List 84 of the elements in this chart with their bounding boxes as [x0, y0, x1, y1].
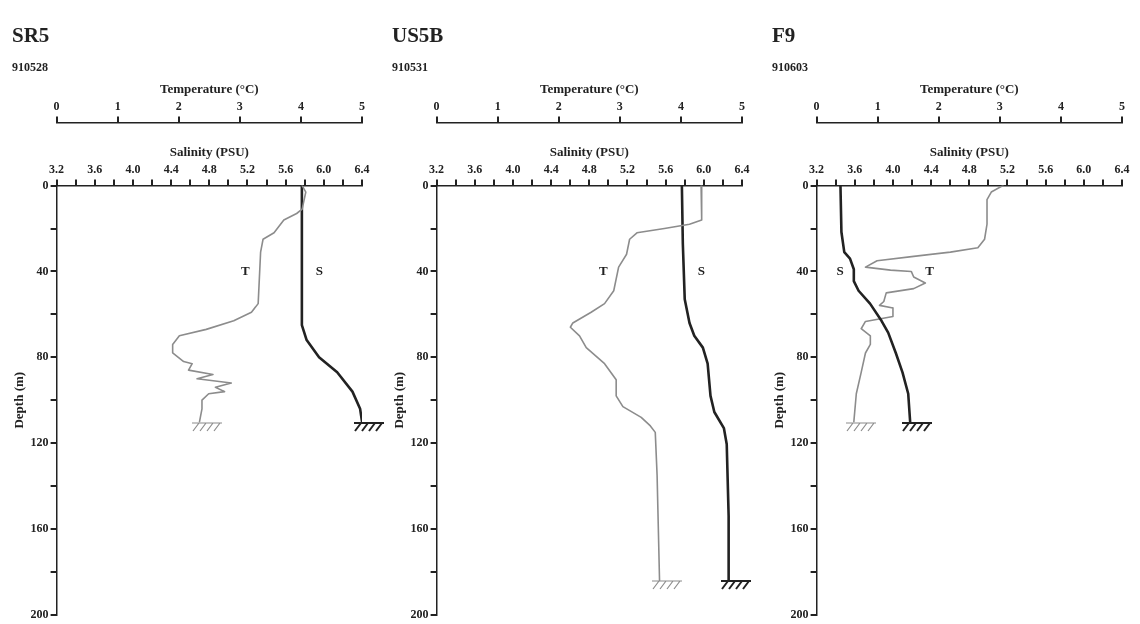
y-tick-label: 40 [416, 263, 429, 278]
x2-tick-label: 5 [739, 99, 745, 114]
x-tick-label: 4.4 [543, 162, 559, 177]
x2-tick-label: 2 [935, 99, 942, 114]
y-tick-label: 160 [790, 521, 809, 536]
y-tick-label: 80 [36, 349, 49, 364]
y-tick-label: 120 [410, 435, 429, 450]
x-tick-label: 4.8 [201, 162, 217, 177]
x2-tick-label: 1 [494, 99, 501, 114]
chart-subtitle: 910603 [772, 60, 808, 75]
x2-tick-label: 3 [616, 99, 623, 114]
x2-axis-title: Temperature (°C) [539, 80, 639, 96]
x2-tick-label: 0 [53, 99, 60, 114]
x-tick-label: 4.0 [885, 162, 901, 177]
y-axis-title: Depth (m) [771, 371, 787, 429]
x-tick-label: 5.2 [999, 162, 1015, 177]
chart-subtitle: 910528 [12, 60, 48, 75]
chart-title: F9 [772, 23, 796, 48]
x-tick-label: 4.0 [505, 162, 521, 177]
x-tick-label: 6.0 [696, 162, 712, 177]
series-label: S [697, 262, 706, 278]
x2-tick-label: 3 [996, 99, 1003, 114]
x-tick-label: 6.4 [734, 162, 750, 177]
x2-tick-label: 1 [874, 99, 881, 114]
x-axis-title: Salinity (PSU) [929, 143, 1009, 159]
x-tick-label: 3.2 [429, 162, 445, 177]
y-tick-label: 80 [796, 349, 809, 364]
x-tick-label: 3.6 [467, 162, 483, 177]
chart-title: SR5 [12, 23, 50, 48]
series-label: S [836, 262, 844, 278]
x-tick-label: 6.0 [316, 162, 332, 177]
x2-tick-label: 4 [297, 99, 304, 114]
x2-tick-label: 0 [433, 99, 440, 114]
y-tick-label: 40 [796, 263, 809, 278]
y-tick-label: 0 [42, 177, 49, 192]
y-tick-label: 160 [410, 521, 429, 536]
x2-tick-label: 2 [555, 99, 562, 114]
x-tick-label: 4.4 [923, 162, 939, 177]
chart-title: US5B [392, 23, 444, 48]
x-tick-label: 5.2 [619, 162, 635, 177]
y-tick-label: 0 [422, 177, 429, 192]
x-tick-label: 5.6 [278, 162, 294, 177]
x-tick-label: 5.2 [239, 162, 255, 177]
x-axis-title: Salinity (PSU) [169, 143, 249, 159]
x2-tick-label: 3 [236, 99, 243, 114]
x-tick-label: 4.8 [961, 162, 977, 177]
x-tick-label: 3.6 [87, 162, 103, 177]
x2-tick-label: 1 [114, 99, 121, 114]
x2-tick-label: 0 [813, 99, 820, 114]
y-tick-label: 120 [790, 435, 809, 450]
x2-tick-label: 2 [175, 99, 182, 114]
y-tick-label: 200 [30, 606, 49, 621]
x-tick-label: 4.0 [125, 162, 141, 177]
x-tick-label: 6.4 [354, 162, 370, 177]
x2-tick-label: 5 [359, 99, 365, 114]
y-tick-label: 200 [410, 606, 429, 621]
x2-tick-label: 4 [677, 99, 684, 114]
series-label: T [599, 262, 609, 278]
y-tick-label: 80 [416, 349, 429, 364]
series-label: T [925, 262, 935, 278]
x2-axis-title: Temperature (°C) [919, 80, 1019, 96]
x2-tick-label: 4 [1057, 99, 1064, 114]
chart-subtitle: 910531 [392, 60, 428, 75]
x-tick-label: 6.4 [1114, 162, 1130, 177]
y-tick-label: 160 [30, 521, 49, 536]
x-axis-title: Salinity (PSU) [549, 143, 629, 159]
x-tick-label: 5.6 [658, 162, 674, 177]
series-label: S [315, 262, 324, 278]
y-tick-label: 40 [36, 263, 49, 278]
x-tick-label: 3.6 [847, 162, 863, 177]
x-tick-label: 4.4 [163, 162, 179, 177]
x-tick-label: 3.2 [49, 162, 65, 177]
y-tick-label: 0 [802, 177, 809, 192]
x2-axis-title: Temperature (°C) [159, 80, 259, 96]
y-axis-title: Depth (m) [391, 371, 407, 429]
y-tick-label: 200 [790, 606, 809, 621]
x-tick-label: 3.2 [809, 162, 825, 177]
y-tick-label: 120 [30, 435, 49, 450]
series-label: T [241, 262, 251, 278]
x-tick-label: 6.0 [1076, 162, 1092, 177]
x2-tick-label: 5 [1119, 99, 1125, 114]
x-tick-label: 4.8 [581, 162, 597, 177]
x-tick-label: 5.6 [1038, 162, 1054, 177]
y-axis-title: Depth (m) [11, 371, 27, 429]
